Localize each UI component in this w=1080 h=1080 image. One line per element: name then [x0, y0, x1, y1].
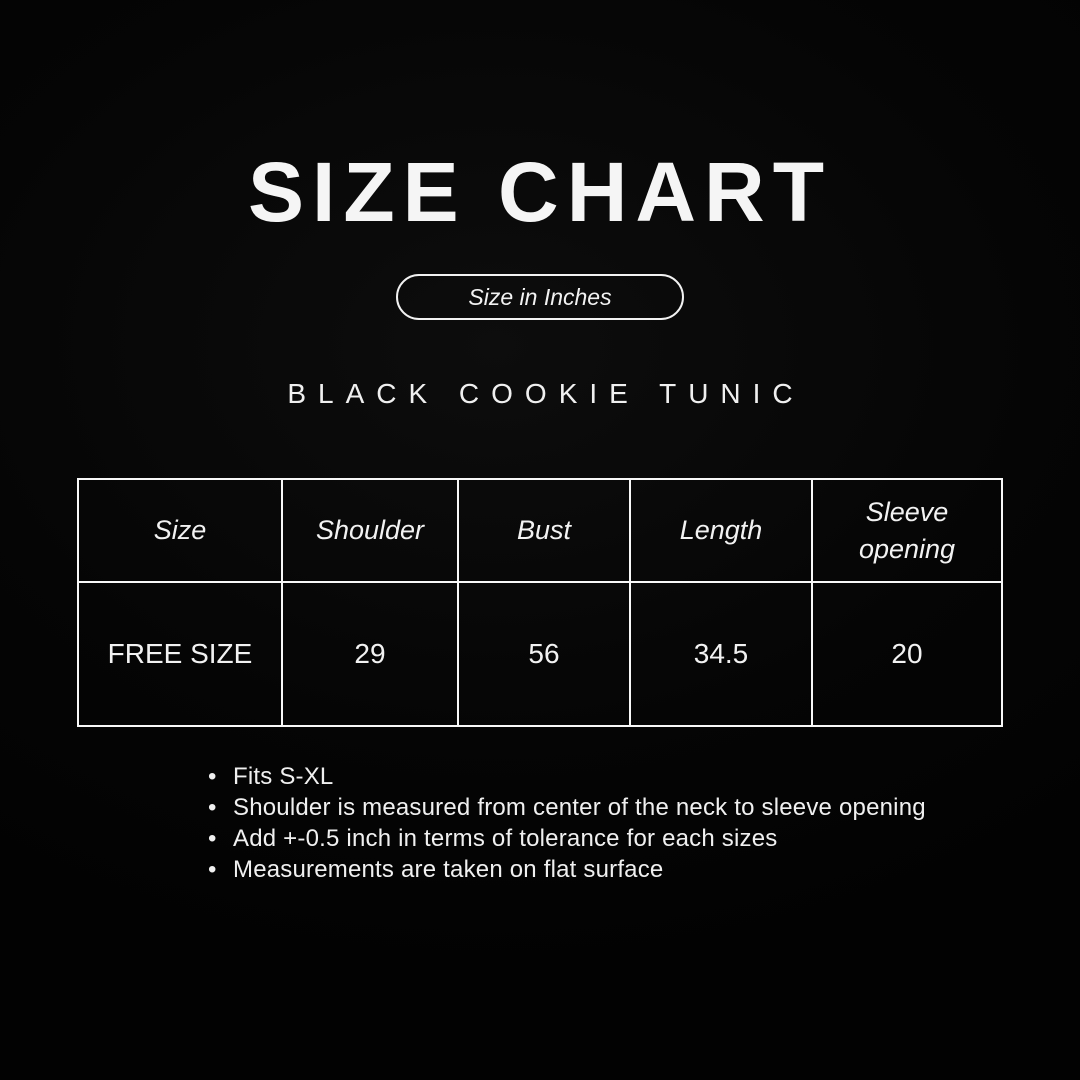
- size-unit-badge: Size in Inches: [396, 274, 684, 320]
- table-header-row: Size Shoulder Bust Length Sleeve opening: [77, 478, 1003, 583]
- page-title: SIZE CHART: [248, 145, 832, 239]
- note-item-tolerance: Add +-0.5 inch in terms of tolerance for…: [206, 823, 1080, 854]
- size-table: Size Shoulder Bust Length Sleeve opening…: [77, 478, 1003, 727]
- cell-sleeve-opening: 20: [811, 581, 1003, 727]
- cell-size: FREE SIZE: [77, 581, 283, 727]
- column-header-shoulder: Shoulder: [281, 478, 459, 583]
- column-header-length: Length: [629, 478, 813, 583]
- column-header-size: Size: [77, 478, 283, 583]
- cell-shoulder: 29: [281, 581, 459, 727]
- note-item-fit: Fits S-XL: [206, 761, 1080, 792]
- product-name: BLACK COOKIE TUNIC: [287, 378, 805, 409]
- note-item-flat-surface: Measurements are taken on flat surface: [206, 854, 1080, 885]
- notes-list: Fits S-XL Shoulder is measured from cent…: [206, 761, 1080, 885]
- badge-row: Size in Inches: [0, 274, 1080, 320]
- column-header-sleeve-opening: Sleeve opening: [811, 478, 1003, 583]
- cell-length: 34.5: [629, 581, 813, 727]
- column-header-bust: Bust: [457, 478, 631, 583]
- table-row-free-size: FREE SIZE 29 56 34.5 20: [77, 581, 1003, 727]
- cell-bust: 56: [457, 581, 631, 727]
- note-item-shoulder-measure: Shoulder is measured from center of the …: [206, 792, 1080, 823]
